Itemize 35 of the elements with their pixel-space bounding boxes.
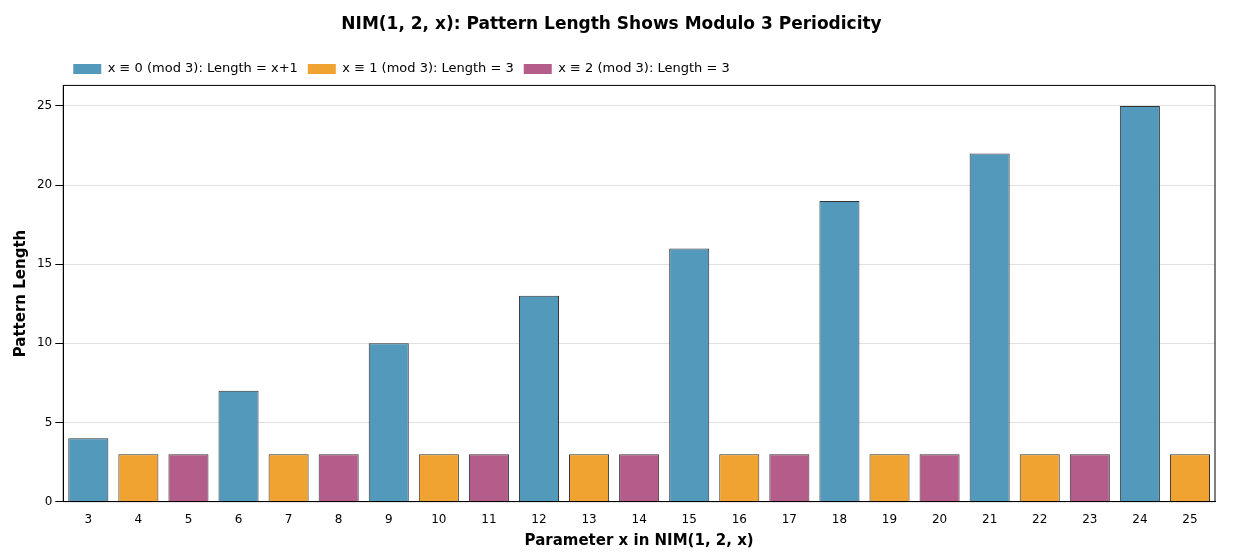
x-tick-label: 17 xyxy=(781,511,797,526)
x-tick-label: 14 xyxy=(631,511,647,526)
y-tick-label: 0 xyxy=(44,493,53,508)
x-tick-label: 24 xyxy=(1132,511,1148,526)
x-tick-label: 9 xyxy=(384,511,393,526)
x-tick-label: 20 xyxy=(931,511,948,526)
y-tick-label: 10 xyxy=(36,335,53,350)
x-tick-label: 11 xyxy=(481,511,497,526)
x-tick-label: 13 xyxy=(581,511,597,526)
x-tick-label: 15 xyxy=(681,511,697,526)
x-tick-label: 23 xyxy=(1082,511,1098,526)
x-tick-label: 25 xyxy=(1182,511,1198,526)
x-tick-label: 7 xyxy=(284,511,293,526)
x-tick-label: 21 xyxy=(982,511,998,526)
chart-title: NIM(1, 2, x): Pattern Length Shows Modulo 3 Periodicity xyxy=(341,12,882,33)
y-axis-title: Pattern Length xyxy=(10,229,29,358)
x-tick-label: 12 xyxy=(531,511,547,526)
y-tick-label: 20 xyxy=(36,177,53,192)
x-tick-label: 5 xyxy=(184,511,193,526)
x-tick-label: 6 xyxy=(234,511,243,526)
legend-label: x ≡ 2 (mod 3): Length = 3 xyxy=(558,60,730,76)
y-tick-label: 5 xyxy=(44,414,53,429)
x-tick-label: 22 xyxy=(1032,511,1048,526)
x-tick-label: 10 xyxy=(431,511,447,526)
y-tick-label: 25 xyxy=(36,98,53,113)
x-axis-title: Parameter x in NIM(1, 2, x) xyxy=(524,530,754,549)
x-tick-label: 19 xyxy=(881,511,898,526)
legend-label: x ≡ 0 (mod 3): Length = x+1 xyxy=(107,60,298,76)
x-tick-label: 8 xyxy=(334,511,343,526)
y-tick-label: 15 xyxy=(36,256,53,271)
x-tick-label: 3 xyxy=(84,511,93,526)
x-tick-label: 16 xyxy=(731,511,747,526)
x-tick-label: 4 xyxy=(134,511,143,526)
x-tick-label: 18 xyxy=(831,511,848,526)
legend-label: x ≡ 1 (mod 3): Length = 3 xyxy=(342,60,514,76)
